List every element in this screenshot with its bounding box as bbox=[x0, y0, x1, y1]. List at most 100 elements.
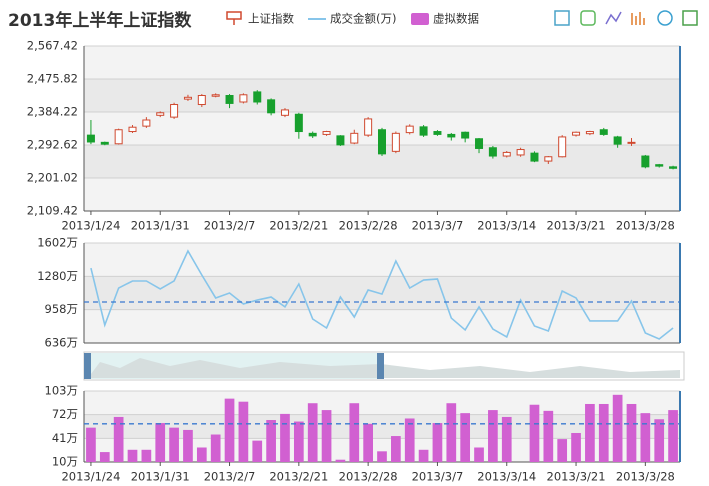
candle-body bbox=[599, 129, 608, 135]
tool-save[interactable] bbox=[682, 10, 698, 26]
bar bbox=[474, 447, 484, 462]
bar bbox=[529, 404, 540, 462]
candle-body bbox=[516, 149, 525, 156]
candle-body bbox=[433, 131, 442, 135]
candle-body bbox=[336, 135, 345, 146]
bar bbox=[488, 410, 498, 462]
x-tick-label: 2013/2/28 bbox=[339, 470, 398, 484]
x-tick-label: 2013/3/14 bbox=[477, 219, 536, 233]
tool-bar[interactable] bbox=[631, 12, 645, 25]
candle-body bbox=[544, 156, 553, 162]
bar bbox=[446, 403, 457, 462]
y-tick-label: 72万 bbox=[52, 407, 78, 421]
candle-body bbox=[253, 91, 262, 103]
bar bbox=[404, 418, 415, 462]
candle-body bbox=[669, 166, 678, 169]
candle-body bbox=[641, 155, 650, 168]
bar bbox=[252, 440, 263, 462]
candle-body bbox=[475, 138, 484, 149]
split-area bbox=[84, 79, 680, 112]
candle-body bbox=[572, 131, 581, 136]
bar bbox=[224, 398, 235, 462]
bar bbox=[196, 447, 207, 462]
y-tick-label: 2,201.02 bbox=[27, 171, 78, 185]
bar bbox=[141, 449, 152, 462]
bar bbox=[293, 421, 304, 462]
y-tick-label: 1602万 bbox=[37, 236, 78, 250]
x-tick-label: 2013/2/21 bbox=[269, 219, 328, 233]
candle-body bbox=[114, 129, 123, 145]
candle-body bbox=[322, 131, 331, 135]
bar bbox=[391, 436, 401, 462]
bar bbox=[543, 410, 554, 462]
y-tick-label: 2,384.22 bbox=[27, 105, 78, 119]
candle-body bbox=[461, 131, 470, 139]
legend-label[interactable]: 虚拟数据 bbox=[433, 12, 479, 26]
split-area bbox=[84, 46, 680, 79]
data-zoom[interactable] bbox=[83, 351, 685, 381]
tool-line[interactable] bbox=[605, 11, 622, 25]
candle-body bbox=[197, 95, 206, 106]
candle-body bbox=[183, 96, 192, 100]
x-tick-label: 2013/3/21 bbox=[547, 219, 606, 233]
bar bbox=[280, 413, 290, 462]
x-tick-label: 2013/1/31 bbox=[131, 219, 190, 233]
legend-icon bbox=[411, 13, 429, 25]
bar bbox=[585, 403, 595, 462]
x-tick-label: 2013/1/31 bbox=[131, 470, 190, 484]
bar bbox=[307, 403, 318, 462]
bar bbox=[155, 423, 166, 462]
candle-body bbox=[391, 132, 400, 152]
split-area bbox=[84, 243, 680, 277]
bar bbox=[113, 416, 124, 462]
x-tick-label: 2013/3/14 bbox=[477, 470, 536, 484]
bar bbox=[238, 401, 249, 462]
bar bbox=[654, 419, 665, 462]
line bbox=[90, 249, 674, 340]
bar bbox=[460, 413, 471, 462]
candle-body bbox=[142, 119, 151, 127]
candle-body bbox=[558, 136, 567, 158]
bar bbox=[377, 451, 387, 462]
legend-label[interactable]: 上证指数 bbox=[248, 12, 294, 26]
x-tick-label: 2013/3/21 bbox=[547, 470, 606, 484]
legend-label[interactable]: 成交金额(万) bbox=[330, 12, 396, 26]
bar bbox=[418, 449, 429, 462]
zoom-handle[interactable] bbox=[377, 353, 384, 379]
x-tick-label: 2013/2/7 bbox=[204, 219, 256, 233]
bar bbox=[183, 429, 193, 462]
candle-body bbox=[225, 95, 234, 104]
y-tick-label: 103万 bbox=[45, 384, 78, 398]
tool-refresh[interactable] bbox=[657, 10, 673, 26]
candle-body bbox=[128, 126, 137, 133]
candle-body bbox=[655, 164, 664, 167]
candle-body bbox=[170, 104, 179, 118]
y-tick-label: 2,292.62 bbox=[27, 138, 78, 152]
y-tick-label: 636万 bbox=[45, 336, 78, 350]
x-tick-label: 2013/3/28 bbox=[616, 219, 675, 233]
y-tick-label: 2,567.42 bbox=[27, 39, 78, 53]
y-tick-label: 10万 bbox=[52, 455, 78, 469]
x-tick-label: 2013/1/24 bbox=[61, 470, 120, 484]
x-tick-label: 2013/3/7 bbox=[412, 470, 464, 484]
bar bbox=[598, 403, 609, 462]
bar bbox=[321, 410, 332, 462]
zoom-handle[interactable] bbox=[84, 353, 91, 379]
tool-zoom[interactable] bbox=[554, 10, 570, 26]
candle-body bbox=[378, 129, 386, 155]
candle-body bbox=[627, 141, 636, 144]
bar bbox=[612, 394, 623, 462]
candle-body bbox=[530, 152, 539, 162]
split-area bbox=[84, 309, 680, 343]
y-tick-label: 41万 bbox=[52, 431, 78, 445]
toolbox[interactable] bbox=[554, 10, 698, 26]
candle-body bbox=[350, 132, 359, 144]
tool-reset-zoom[interactable] bbox=[580, 10, 596, 26]
candle-body bbox=[156, 112, 165, 116]
candle-body bbox=[488, 147, 497, 157]
bar bbox=[169, 427, 179, 462]
candle-body bbox=[613, 136, 622, 145]
legend-icon bbox=[226, 11, 242, 20]
bar bbox=[363, 423, 373, 462]
